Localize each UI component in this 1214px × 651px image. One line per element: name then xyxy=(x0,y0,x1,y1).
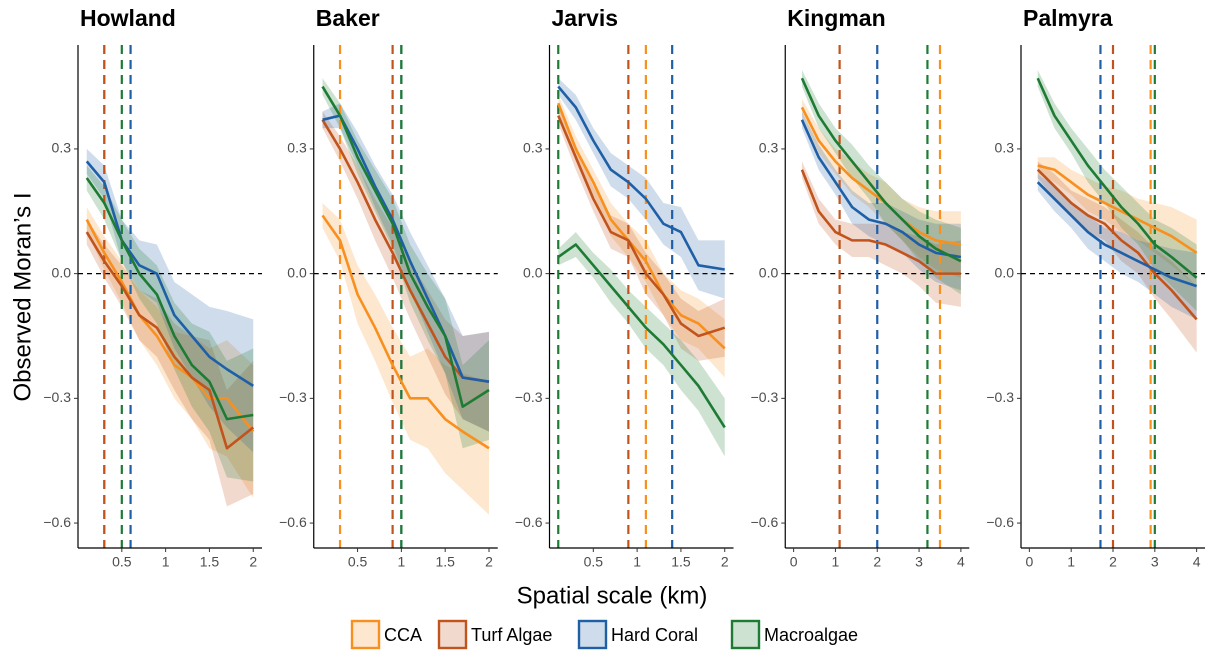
x-tick-label: 0.5 xyxy=(348,554,368,570)
series-line xyxy=(557,115,726,338)
confidence-band xyxy=(1037,157,1197,287)
x-tick-label: 3 xyxy=(1151,554,1159,570)
x-tick-label: 0.5 xyxy=(112,554,132,570)
x-tick-label: 3 xyxy=(915,554,923,570)
x-tick-label: 0.5 xyxy=(584,554,604,570)
series-line xyxy=(85,160,254,387)
panel-title: Howland xyxy=(80,5,176,31)
series-line xyxy=(321,214,490,450)
x-tick-label: 1.5 xyxy=(435,554,455,570)
series-line xyxy=(1037,164,1198,254)
confidence-band xyxy=(558,94,725,378)
series-line xyxy=(85,231,255,450)
legend-label: Macroalgae xyxy=(764,625,858,645)
series-line xyxy=(800,119,962,259)
panel-title: Palmyra xyxy=(1023,5,1113,31)
y-tick-label: −0.3 xyxy=(279,389,307,405)
panel: Baker −0.6 −0.3 0.0 0.3 0.5 1 1.5 2 xyxy=(279,5,498,570)
confidence-band xyxy=(86,148,254,453)
series-line xyxy=(557,102,726,350)
legend-key xyxy=(577,619,608,650)
legend-key xyxy=(437,619,468,650)
confidence-band xyxy=(86,219,254,507)
panel-title: Baker xyxy=(316,5,380,31)
panel-title: Jarvis xyxy=(552,5,619,31)
y-tick-label: 0.0 xyxy=(523,264,543,280)
x-tick-label: 1 xyxy=(832,554,840,570)
series-line xyxy=(321,85,490,408)
y-tick-label: 0.0 xyxy=(995,264,1015,280)
panel-title: Kingman xyxy=(787,5,885,31)
y-tick-label: −0.6 xyxy=(515,514,543,530)
y-axis-title: Observed Moran’s I xyxy=(9,193,36,402)
confidence-band xyxy=(558,232,725,457)
y-tick-label: 0.0 xyxy=(52,264,72,280)
x-tick-label: 1 xyxy=(1067,554,1075,570)
y-tick-label: −0.3 xyxy=(986,389,1014,405)
confidence-band xyxy=(86,207,254,499)
series-line xyxy=(85,177,254,421)
x-tick-label: 2 xyxy=(721,554,729,570)
series-line xyxy=(800,77,962,263)
y-tick-label: 0.3 xyxy=(52,140,72,156)
legend-key xyxy=(730,619,761,650)
y-tick-label: −0.3 xyxy=(515,389,543,405)
series-line xyxy=(1036,77,1198,279)
x-tick-label: 1 xyxy=(162,554,170,570)
legend-key xyxy=(350,619,381,650)
x-tick-label: 1.5 xyxy=(671,554,691,570)
panel: Palmyra −0.6 −0.3 0.0 0.3 0 1 2 3 4 xyxy=(986,5,1205,570)
panel: Howland −0.6 −0.3 0.0 0.3 0.5 1 1.5 2 xyxy=(43,5,262,570)
series-line xyxy=(557,243,726,429)
confidence-band xyxy=(558,107,725,361)
legend-label: Turf Algae xyxy=(471,625,552,645)
x-tick-label: 2 xyxy=(485,554,493,570)
confidence-band xyxy=(801,161,961,307)
y-tick-label: 0.0 xyxy=(287,264,307,280)
confidence-band xyxy=(558,78,725,299)
confidence-band xyxy=(322,202,489,515)
y-tick-label: −0.6 xyxy=(279,514,307,530)
x-tick-label: 2 xyxy=(1109,554,1117,570)
legend-label: Hard Coral xyxy=(611,625,698,645)
confidence-band xyxy=(1037,173,1197,320)
x-tick-label: 4 xyxy=(957,554,965,570)
x-tick-label: 0 xyxy=(1025,554,1033,570)
panel: Kingman −0.6 −0.3 0.0 0.3 0 1 2 3 4 xyxy=(751,5,970,570)
y-tick-label: 0.3 xyxy=(759,140,779,156)
series-line xyxy=(322,114,490,384)
legend-label: CCA xyxy=(384,625,422,645)
y-tick-label: −0.3 xyxy=(43,389,71,405)
y-tick-label: 0.3 xyxy=(287,140,307,156)
confidence-band xyxy=(322,111,489,432)
x-tick-label: 0 xyxy=(790,554,798,570)
panel: Jarvis −0.6 −0.3 0.0 0.3 0.5 1 1.5 2 xyxy=(515,5,734,570)
y-tick-label: 0.3 xyxy=(995,140,1015,156)
x-axis-title: Spatial scale (km) xyxy=(517,582,708,609)
y-tick-label: −0.6 xyxy=(751,514,779,530)
series-line xyxy=(1036,181,1198,288)
x-tick-label: 2 xyxy=(249,554,257,570)
y-tick-label: −0.3 xyxy=(751,389,779,405)
series-line xyxy=(1036,168,1198,321)
x-tick-label: 2 xyxy=(873,554,881,570)
y-tick-label: 0.0 xyxy=(759,264,779,280)
x-tick-label: 1.5 xyxy=(200,554,220,570)
y-tick-label: 0.3 xyxy=(523,140,543,156)
y-tick-label: −0.6 xyxy=(986,514,1014,530)
y-tick-label: −0.6 xyxy=(43,514,71,530)
x-tick-label: 1 xyxy=(633,554,641,570)
confidence-band xyxy=(1037,69,1197,312)
series-line xyxy=(800,169,961,275)
x-tick-label: 4 xyxy=(1193,554,1201,570)
series-line xyxy=(800,106,962,246)
series-line xyxy=(557,85,725,271)
x-tick-label: 1 xyxy=(397,554,405,570)
